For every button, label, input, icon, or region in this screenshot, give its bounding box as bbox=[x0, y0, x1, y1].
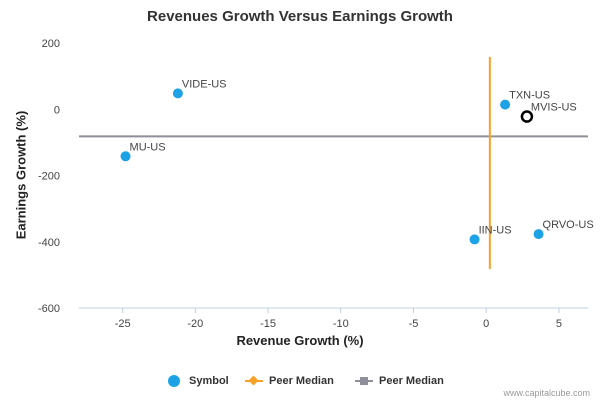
legend-item-peer-median-earnings[interactable]: Peer Median bbox=[355, 375, 444, 387]
legend-square-line-icon bbox=[355, 375, 373, 387]
x-tick-label: 0 bbox=[483, 318, 489, 330]
legend: Symbol Peer Median Peer Median bbox=[0, 375, 600, 389]
data-point-label: MVIS-US bbox=[531, 102, 577, 114]
y-tick-label: 0 bbox=[54, 104, 60, 116]
y-tick-label: -200 bbox=[38, 171, 60, 183]
data-point-label: TXN-US bbox=[509, 90, 550, 102]
data-point-label: IIN-US bbox=[479, 224, 512, 236]
y-tick-label: 200 bbox=[42, 38, 60, 50]
data-point bbox=[172, 88, 183, 99]
x-axis-label: Revenue Growth (%) bbox=[236, 333, 364, 348]
source-credit: www.capitalcube.com bbox=[503, 388, 590, 398]
x-tick-label: 5 bbox=[556, 318, 562, 330]
legend-label: Symbol bbox=[189, 375, 229, 387]
x-tick-label: -25 bbox=[115, 318, 131, 330]
data-point bbox=[469, 234, 480, 245]
data-point-label: VIDE-US bbox=[182, 78, 227, 90]
x-tick-label: -10 bbox=[333, 318, 349, 330]
data-point bbox=[500, 99, 511, 110]
y-tick-label: -400 bbox=[38, 237, 60, 249]
y-tick-label: -600 bbox=[38, 303, 60, 315]
legend-circle-icon bbox=[165, 375, 183, 387]
legend-diamond-line-icon bbox=[245, 375, 263, 387]
data-point bbox=[120, 151, 131, 162]
legend-item-peer-median-revenue[interactable]: Peer Median bbox=[245, 375, 334, 387]
x-tick-label: -5 bbox=[409, 318, 419, 330]
data-point-highlighted bbox=[520, 110, 534, 123]
x-tick-label: -15 bbox=[260, 318, 276, 330]
legend-item-symbol[interactable]: Symbol bbox=[165, 375, 229, 387]
data-point-label: MU-US bbox=[130, 141, 166, 153]
chart-title: Revenues Growth Versus Earnings Growth bbox=[147, 8, 453, 25]
x-tick-label: -20 bbox=[187, 318, 203, 330]
data-point-label: QRVO-US bbox=[543, 219, 594, 231]
legend-label: Peer Median bbox=[269, 375, 334, 387]
data-point bbox=[533, 229, 544, 240]
legend-label: Peer Median bbox=[379, 375, 444, 387]
